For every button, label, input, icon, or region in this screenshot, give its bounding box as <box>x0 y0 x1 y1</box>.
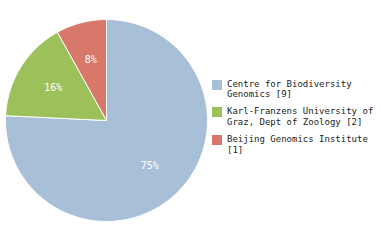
svg-text:8%: 8% <box>85 54 97 65</box>
html-text:Centre for Biodiversity Genomi: Centre for Biodiversity Genomics [9] <box>227 78 352 100</box>
svg-text:16%: 16% <box>44 82 62 93</box>
html-text:Beijing Genomics Institute [1]: Beijing Genomics Institute [1] <box>227 133 368 155</box>
html-text:Karl-Franzens University of Gr: Karl-Franzens University of Graz, Dept o… <box>227 106 374 127</box>
svg-text:75%: 75% <box>141 160 159 171</box>
